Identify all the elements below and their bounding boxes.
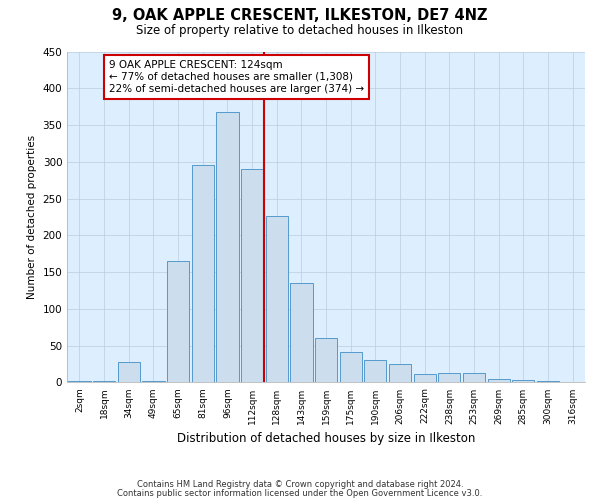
Bar xyxy=(191,166,214,382)
Text: Contains HM Land Registry data © Crown copyright and database right 2024.: Contains HM Land Registry data © Crown c… xyxy=(137,480,463,489)
Text: Size of property relative to detached houses in Ilkeston: Size of property relative to detached ho… xyxy=(136,24,464,37)
Bar xyxy=(438,373,460,382)
Bar xyxy=(364,360,386,382)
Bar xyxy=(217,112,239,382)
Bar xyxy=(537,381,559,382)
Bar xyxy=(512,380,535,382)
Bar xyxy=(290,283,313,382)
Bar xyxy=(266,216,288,382)
Y-axis label: Number of detached properties: Number of detached properties xyxy=(27,135,37,299)
Bar xyxy=(118,362,140,382)
Bar xyxy=(413,374,436,382)
Text: Contains public sector information licensed under the Open Government Licence v3: Contains public sector information licen… xyxy=(118,488,482,498)
Text: 9 OAK APPLE CRESCENT: 124sqm
← 77% of detached houses are smaller (1,308)
22% of: 9 OAK APPLE CRESCENT: 124sqm ← 77% of de… xyxy=(109,60,364,94)
Bar xyxy=(463,373,485,382)
Bar xyxy=(389,364,411,382)
Bar xyxy=(142,381,164,382)
Bar xyxy=(68,381,91,382)
Bar xyxy=(340,352,362,382)
Bar xyxy=(167,261,189,382)
Bar xyxy=(93,381,115,382)
Bar xyxy=(315,338,337,382)
Bar xyxy=(241,169,263,382)
Text: 9, OAK APPLE CRESCENT, ILKESTON, DE7 4NZ: 9, OAK APPLE CRESCENT, ILKESTON, DE7 4NZ xyxy=(112,8,488,22)
Bar xyxy=(488,379,510,382)
X-axis label: Distribution of detached houses by size in Ilkeston: Distribution of detached houses by size … xyxy=(177,432,475,445)
